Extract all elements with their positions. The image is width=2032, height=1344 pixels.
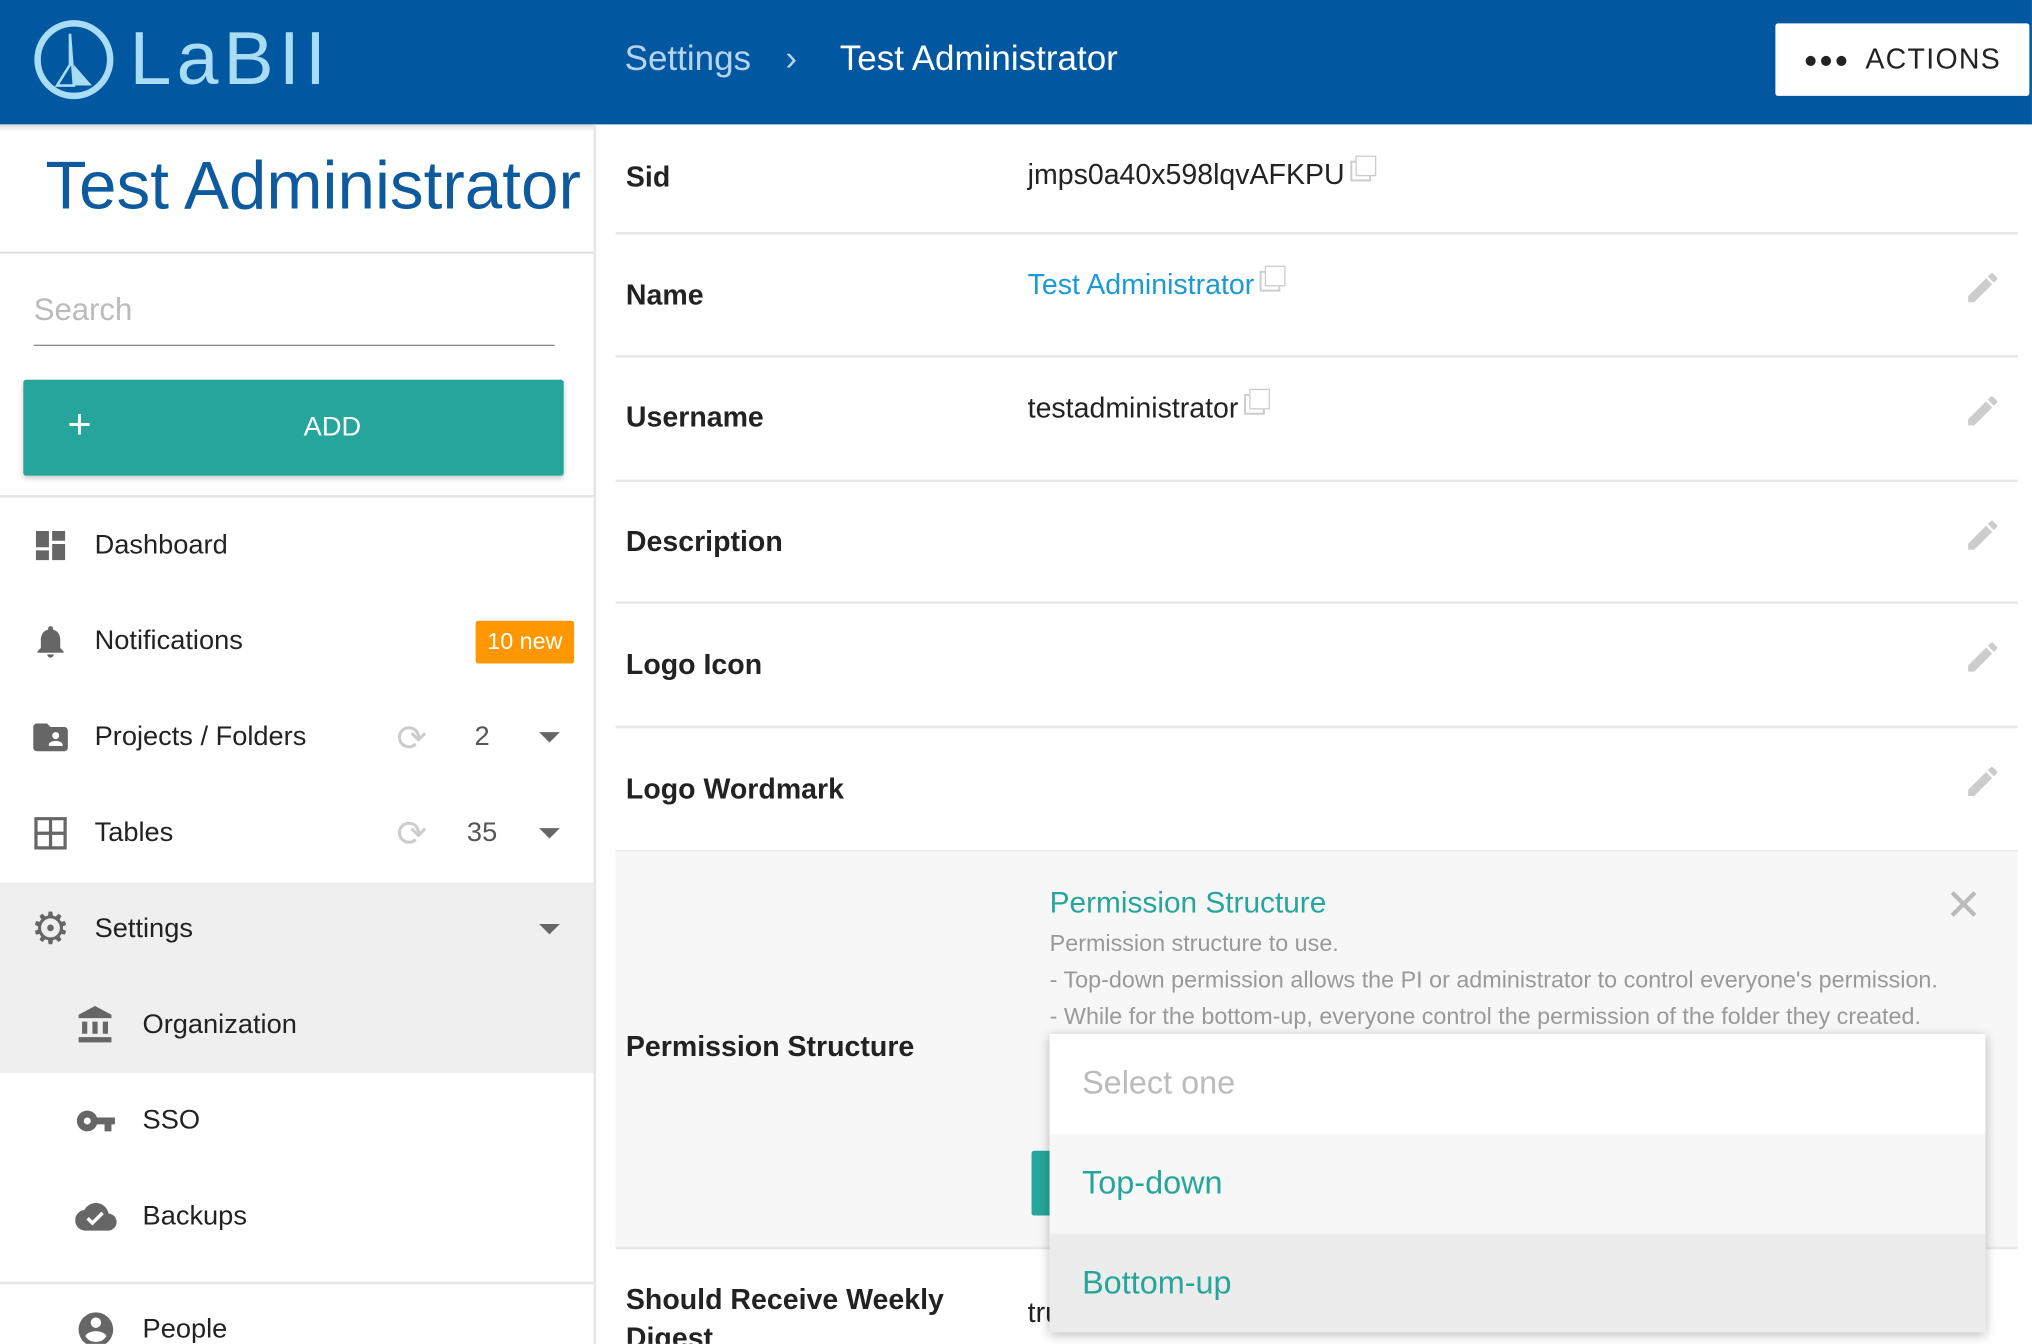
add-button[interactable]: + ADD: [23, 379, 564, 476]
field-label: Description: [625, 524, 783, 558]
sidebar-item-label: People: [142, 1314, 228, 1344]
sid-value: jmps0a40x598lqvAFKPU: [1027, 158, 1345, 191]
sync-icon[interactable]: ⟳: [396, 813, 427, 854]
labii-logo-icon[interactable]: [34, 18, 371, 101]
select-placeholder[interactable]: Select one: [1049, 1034, 1986, 1134]
copy-icon[interactable]: [1354, 155, 1376, 177]
edit-pencil-icon[interactable]: [1963, 391, 2002, 430]
notifications-badge: 10 new: [475, 620, 575, 664]
field-row-logo-wordmark: Logo Wordmark: [615, 728, 2018, 853]
option-top-down[interactable]: Top-down: [1049, 1133, 1986, 1234]
field-label: Should Receive Weekly Digest: [625, 1282, 944, 1344]
dashboard-icon: [30, 525, 71, 566]
sidebar-item-sso[interactable]: SSO: [0, 1073, 594, 1169]
divider: [0, 495, 594, 498]
field-label: Logo Wordmark: [625, 772, 844, 805]
sidebar-item-notifications[interactable]: Notifications 10 new: [0, 594, 594, 690]
copy-icon[interactable]: [1248, 388, 1270, 410]
edit-pencil-icon[interactable]: [1963, 516, 2002, 555]
option-bottom-up[interactable]: Bottom-up: [1049, 1233, 1986, 1333]
field-label: Username: [625, 400, 764, 433]
sync-icon[interactable]: ⟳: [396, 717, 427, 758]
field-value: jmps0a40x598lqvAFKPU: [1027, 155, 1376, 192]
sidebar-item-tables[interactable]: Tables ⟳ 35: [0, 785, 594, 881]
search-input[interactable]: [33, 277, 555, 347]
breadcrumb-chevron-icon: ›: [785, 38, 797, 78]
caret-down-icon[interactable]: [539, 923, 560, 935]
actions-label: ACTIONS: [1865, 42, 2002, 76]
field-row-description: Description: [615, 482, 2018, 604]
field-label: Name: [625, 278, 704, 312]
actions-button[interactable]: ●●● ACTIONS: [1775, 23, 2030, 96]
breadcrumb-settings[interactable]: Settings: [624, 38, 752, 78]
folder-account-icon: [30, 717, 71, 758]
placeholder-label: Select one: [1082, 1065, 1236, 1102]
field-row-sid: Sid jmps0a40x598lqvAFKPU: [615, 124, 2018, 235]
table-grid-icon: [30, 813, 71, 854]
username-value: testadministrator: [1027, 391, 1239, 424]
field-value: Test Administrator: [1027, 265, 1286, 302]
copy-icon[interactable]: [1264, 265, 1286, 287]
sidebar-item-backups[interactable]: Backups: [0, 1169, 594, 1265]
divider: [0, 251, 594, 254]
sidebar-item-label: Backups: [142, 1201, 247, 1232]
account-circle-icon: [75, 1309, 116, 1344]
header-shadow: [0, 124, 594, 133]
option-label: Bottom-up: [1082, 1264, 1232, 1301]
editor-description: Permission structure to use.: [1049, 930, 1339, 957]
projects-count: 2: [474, 721, 490, 752]
field-row-logo-icon: Logo Icon: [615, 604, 2018, 729]
field-value: testadministrator: [1027, 388, 1270, 425]
bank-icon: [75, 1004, 116, 1045]
sidebar-item-label: Tables: [94, 817, 174, 848]
sidebar-item-projects-folders[interactable]: Projects / Folders ⟳ 2: [0, 689, 594, 785]
sidebar-item-label: Settings: [94, 913, 193, 944]
key-icon: [75, 1100, 116, 1141]
sidebar-item-label: Dashboard: [94, 530, 228, 560]
editor-description: - While for the bottom-up, everyone cont…: [1049, 1003, 1921, 1029]
permission-select-dropdown[interactable]: Select one Top-down Bottom-up: [1049, 1034, 1986, 1333]
edit-pencil-icon[interactable]: [1963, 762, 2002, 801]
gear-icon: ⚙: [30, 904, 71, 954]
sidebar-item-label: Notifications: [94, 625, 243, 656]
sidebar-item-settings[interactable]: ⚙ Settings: [0, 881, 594, 977]
sidebar-item-label: SSO: [142, 1105, 201, 1136]
sidebar-item-organization[interactable]: Organization: [0, 977, 594, 1073]
caret-down-icon[interactable]: [539, 732, 560, 743]
sidebar-item-label: Projects / Folders: [94, 721, 307, 752]
divider: [0, 1281, 594, 1285]
plus-icon: +: [67, 400, 92, 448]
close-icon[interactable]: ✕: [1945, 881, 1983, 931]
logo-wordmark: LaBII: [129, 16, 332, 102]
editor-title: Permission Structure: [1049, 885, 1327, 919]
more-dots-icon: ●●●: [1803, 46, 1850, 72]
sidebar-item-label: Organization: [142, 1009, 297, 1040]
add-label: ADD: [303, 412, 362, 442]
bell-icon: [30, 621, 71, 662]
caret-down-icon[interactable]: [539, 828, 560, 839]
option-label: Top-down: [1082, 1165, 1223, 1202]
edit-pencil-icon[interactable]: [1963, 638, 2002, 677]
sidebar-item-people[interactable]: People: [0, 1282, 594, 1344]
field-label: Permission Structure: [625, 1030, 915, 1063]
field-row-username: Username testadministrator: [615, 358, 2018, 483]
top-app-bar: LaBII Settings › Test Administrator ●●● …: [0, 0, 2032, 125]
field-row-name: Name Test Administrator: [615, 235, 2018, 358]
name-value[interactable]: Test Administrator: [1027, 268, 1255, 301]
edit-pencil-icon[interactable]: [1963, 268, 2002, 307]
sidebar: Test Administrator + ADD Dashboard Notif…: [0, 124, 597, 1344]
field-label: Sid: [625, 160, 671, 194]
tables-count: 35: [466, 817, 498, 848]
sidebar-title: Test Administrator: [45, 149, 581, 225]
cloud-check-icon: [75, 1196, 117, 1237]
editor-description: - Top-down permission allows the PI or a…: [1049, 966, 1938, 993]
breadcrumb-current: Test Administrator: [839, 38, 1118, 78]
sidebar-item-dashboard[interactable]: Dashboard: [0, 498, 594, 594]
field-label: Logo Icon: [625, 647, 763, 681]
